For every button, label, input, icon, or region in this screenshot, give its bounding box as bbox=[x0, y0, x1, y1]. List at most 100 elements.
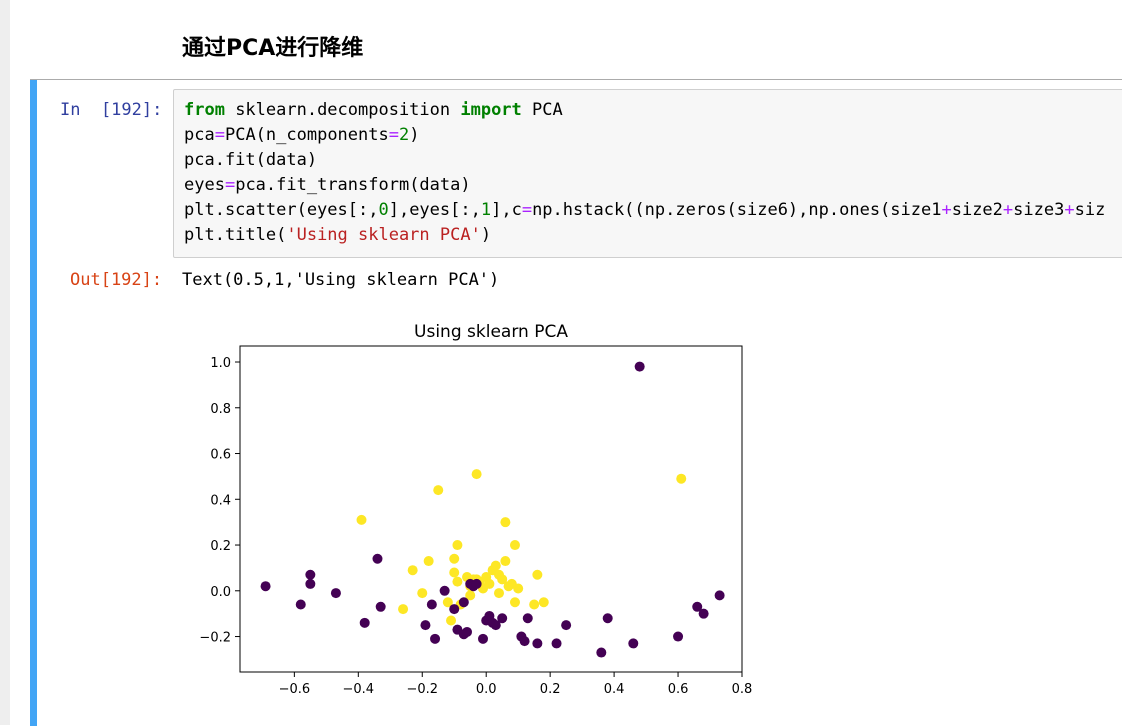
scatter-point bbox=[490, 620, 501, 631]
y-tick-label: 0.8 bbox=[210, 402, 231, 417]
scatter-point bbox=[500, 517, 511, 528]
code-token: size2 bbox=[951, 200, 1003, 220]
code-line: eyes=pca.fit_transform(data) bbox=[184, 175, 471, 200]
scatter-point bbox=[490, 560, 501, 571]
y-tick-label: 0.4 bbox=[210, 493, 231, 508]
code-token: ],eyes[:, bbox=[388, 200, 481, 220]
y-tick-label: 1.0 bbox=[210, 356, 231, 371]
scatter-point bbox=[602, 613, 613, 624]
code-token: + bbox=[1002, 200, 1014, 220]
x-tick-label: −0.6 bbox=[279, 682, 311, 697]
code-editor[interactable]: from sklearn.decomposition import PCA pca… bbox=[173, 89, 1122, 258]
code-token: PCA bbox=[521, 100, 563, 120]
scatter-point bbox=[497, 613, 508, 624]
chart-title: Using sklearn PCA bbox=[414, 322, 568, 342]
code-token: 'Using sklearn PCA' bbox=[286, 225, 481, 245]
x-tick-label: 0.0 bbox=[476, 682, 497, 697]
scatter-point bbox=[698, 608, 709, 619]
scatter-point bbox=[372, 553, 383, 564]
scatter-point bbox=[529, 599, 540, 610]
code-cell-selected[interactable] bbox=[30, 79, 1122, 726]
scatter-point bbox=[628, 638, 639, 649]
scatter-point bbox=[714, 590, 725, 601]
x-tick-label: −0.4 bbox=[343, 682, 375, 697]
scatter-point bbox=[452, 576, 463, 587]
code-token: np.hstack((np.zeros(size6),np.ones(size1 bbox=[532, 200, 942, 220]
scatter-point bbox=[426, 599, 437, 610]
y-tick-label: 0.6 bbox=[210, 448, 231, 463]
code-token: ) bbox=[480, 225, 492, 245]
code-token: + bbox=[1064, 200, 1075, 220]
scatter-point bbox=[509, 540, 520, 551]
code-token: pca.fit_transform(data) bbox=[235, 175, 471, 195]
scatter-point bbox=[359, 617, 370, 628]
scatter-point bbox=[458, 597, 469, 608]
code-token: 2 bbox=[398, 125, 410, 145]
scatter-plot-output: Using sklearn PCA −0.6 −0.4 −0.2 0.0 0.2 0.4 0… bbox=[180, 310, 780, 710]
code-token: = bbox=[224, 175, 236, 195]
markdown-heading: 通过PCA进行降维 bbox=[182, 36, 364, 61]
cell-selection-bar bbox=[30, 80, 37, 726]
scatter-point bbox=[561, 620, 572, 631]
code-token: from bbox=[184, 100, 225, 120]
output-prompt: Out[192]: bbox=[70, 270, 163, 290]
scatter-point bbox=[305, 578, 316, 589]
scatter-point bbox=[449, 553, 460, 564]
scatter-point bbox=[471, 578, 482, 589]
scatter-point bbox=[532, 569, 543, 580]
code-line: pca=PCA(n_components=2) bbox=[184, 125, 419, 150]
scatter-point bbox=[478, 633, 489, 644]
output-text: Text(0.5,1,'Using sklearn PCA') bbox=[182, 270, 500, 290]
code-line: plt.scatter(eyes[:,0],eyes[:,1],c=np.hst… bbox=[184, 200, 1105, 225]
scatter-point bbox=[509, 597, 520, 608]
x-tick-label: 0.8 bbox=[732, 682, 753, 697]
code-token: 1 bbox=[480, 200, 492, 220]
code-token: PCA(n_components bbox=[224, 125, 389, 145]
code-token: eyes bbox=[184, 175, 225, 195]
scatter-point bbox=[634, 361, 645, 372]
scatter-point bbox=[462, 626, 473, 637]
scatter-point bbox=[433, 485, 444, 496]
scatter-point bbox=[532, 638, 543, 649]
scatter-points bbox=[260, 361, 725, 658]
scatter-point bbox=[493, 588, 504, 599]
code-token: = bbox=[521, 200, 533, 220]
y-tick-label: 0.0 bbox=[210, 585, 231, 600]
code-line: from sklearn.decomposition import PCA bbox=[184, 100, 563, 125]
scatter-point bbox=[471, 469, 482, 480]
scatter-point bbox=[692, 601, 703, 612]
scatter-point bbox=[449, 567, 460, 578]
scatter-point bbox=[295, 599, 306, 610]
code-line: plt.title('Using sklearn PCA') bbox=[184, 225, 491, 250]
code-token: import bbox=[460, 100, 522, 120]
scatter-point bbox=[407, 565, 418, 576]
scatter-point bbox=[417, 588, 428, 599]
x-tick-label: 0.2 bbox=[540, 682, 561, 697]
axes-frame bbox=[239, 345, 743, 673]
x-tick-label: −0.2 bbox=[406, 682, 438, 697]
code-token: + bbox=[941, 200, 952, 220]
scatter-point bbox=[522, 613, 533, 624]
scatter-point bbox=[398, 604, 409, 615]
scatter-point bbox=[513, 583, 524, 594]
scatter-point bbox=[423, 556, 434, 567]
code-token: pca.fit(data) bbox=[184, 150, 318, 170]
scatter-point bbox=[484, 578, 495, 589]
scatter-point bbox=[500, 556, 511, 567]
scatter-point bbox=[439, 585, 450, 596]
scatter-point bbox=[449, 604, 460, 615]
scatter-point bbox=[375, 601, 386, 612]
scatter-point bbox=[442, 597, 453, 608]
y-tick-label: −0.2 bbox=[199, 631, 231, 646]
axis-ticks: −0.6 −0.4 −0.2 0.0 0.2 0.4 0.6 0.8 −0.2 0.0 0.2 0.4… bbox=[199, 356, 752, 697]
code-token: plt.scatter(eyes[:, bbox=[184, 200, 379, 220]
code-token: ) bbox=[409, 125, 420, 145]
code-token: = bbox=[388, 125, 399, 145]
scatter-point bbox=[676, 473, 687, 484]
code-token: plt.title( bbox=[184, 225, 287, 245]
scatter-point bbox=[446, 615, 457, 626]
y-tick-label: 0.2 bbox=[210, 539, 231, 554]
scatter-point bbox=[596, 647, 607, 658]
scatter-point bbox=[538, 597, 549, 608]
x-tick-label: 0.6 bbox=[668, 682, 689, 697]
